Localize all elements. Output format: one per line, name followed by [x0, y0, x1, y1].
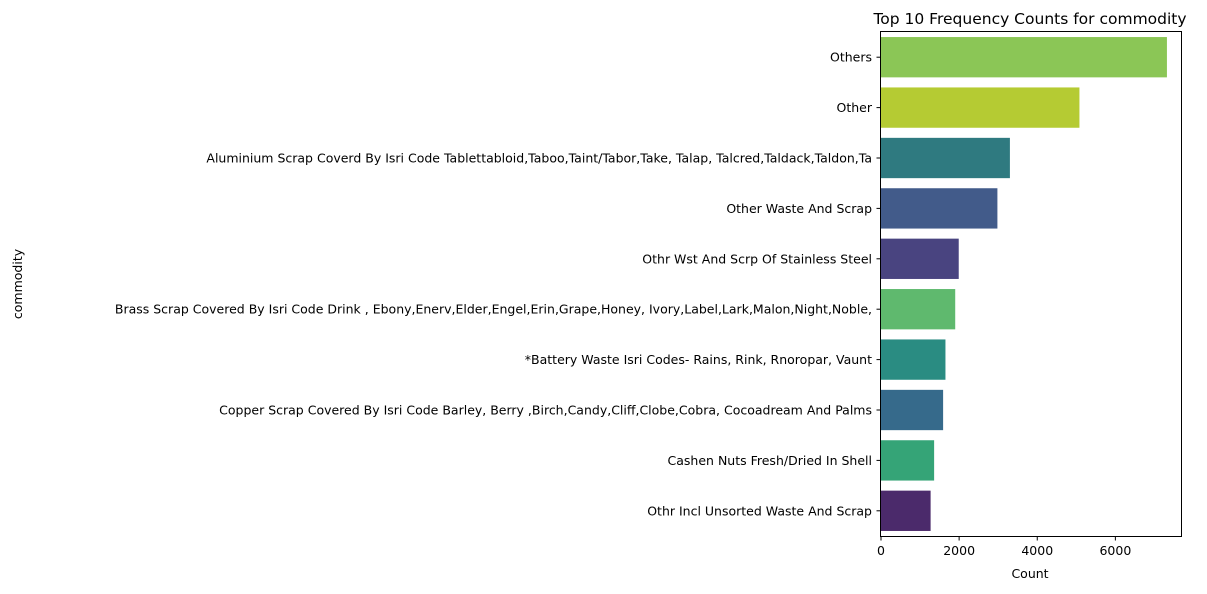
category-label: Others: [830, 50, 872, 65]
bar: [881, 440, 935, 481]
bar: [881, 389, 944, 431]
category-label: *Battery Waste Isri Codes- Rains, Rink, …: [525, 352, 872, 367]
category-label: Aluminium Scrap Coverd By Isri Code Tabl…: [206, 151, 872, 166]
category-label: Cashen Nuts Fresh/Dried In Shell: [668, 453, 872, 468]
category-label: Other Waste And Scrap: [726, 201, 872, 216]
category-label: Copper Scrap Covered By Isri Code Barley…: [219, 403, 872, 418]
category-labels: Others Other Aluminium Scrap Coverd By Isr…: [115, 50, 873, 519]
category-label: Othr Incl Unsorted Waste And Scrap: [647, 503, 872, 518]
x-tick-label: 0: [877, 543, 885, 558]
category-label: Brass Scrap Covered By Isri Code Drink ,…: [115, 302, 872, 317]
x-tick-label: 4000: [1021, 543, 1053, 558]
bar: [881, 490, 931, 531]
bar: [881, 87, 1080, 128]
bar: [881, 188, 998, 229]
x-axis-ticks: 0 2000 4000 6000: [877, 536, 1131, 558]
bar: [881, 37, 1167, 78]
y-axis-label: commodity: [10, 248, 25, 319]
chart-title: Top 10 Frequency Counts for commodity: [872, 10, 1186, 28]
bar: [881, 137, 1010, 179]
x-tick-label: 2000: [943, 543, 975, 558]
bar: [881, 289, 956, 330]
plot-frame: [880, 31, 1182, 537]
category-label: Othr Wst And Scrp Of Stainless Steel: [642, 251, 872, 266]
x-axis-label: Count: [1011, 566, 1048, 581]
bars-group: [881, 37, 1167, 531]
bar: [881, 238, 959, 279]
category-label: Other: [837, 100, 873, 115]
x-tick-label: 6000: [1099, 543, 1131, 558]
bar: [881, 339, 946, 380]
